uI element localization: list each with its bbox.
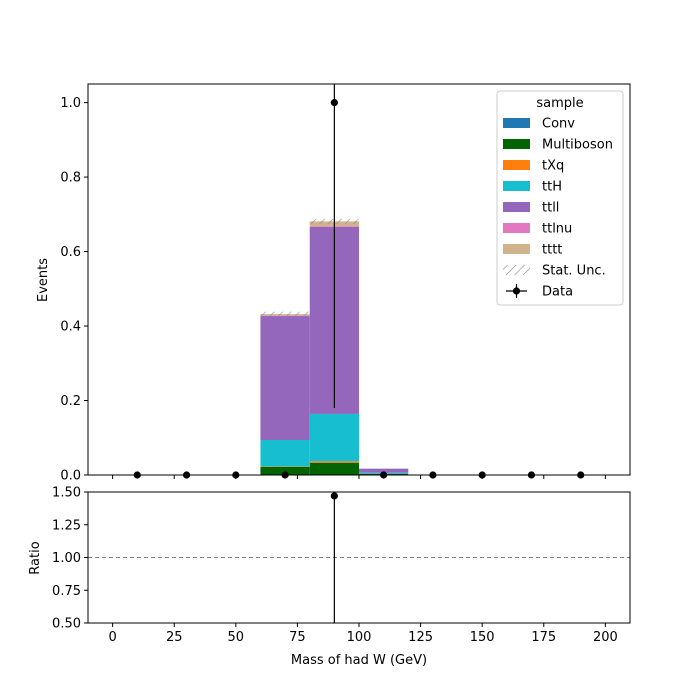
y-axis-label: Events	[36, 258, 51, 302]
ratio-y-tick-label-4: 1.50	[52, 486, 81, 501]
legend-label-ttlnu: ttlnu	[542, 222, 572, 237]
legend-swatch-tth	[503, 181, 530, 191]
legend-swatch-stat-unc	[503, 265, 530, 275]
bar-txq-bin-4	[309, 461, 359, 463]
ratio-content	[88, 492, 630, 623]
legend-swatch-ttll	[503, 202, 530, 212]
legend-label-data: Data	[542, 285, 573, 300]
x-tick-label-0: 0	[108, 630, 116, 645]
y-tick-label-0: 0.0	[60, 469, 81, 484]
bar-ttll-bin-3	[260, 315, 310, 440]
x-tick-label-4: 100	[347, 630, 372, 645]
bar-tth-bin-4	[309, 413, 359, 462]
ratio-axis-ticks: 0.50 0.75 1.00 1.25 1.50 0 25 50 75 100 125 150 175 2…	[52, 486, 618, 646]
legend-label-multiboson: Multiboson	[542, 138, 613, 153]
ratio-panel: 0.50 0.75 1.00 1.25 1.50 0 25 50 75 100 125 150 175 2…	[28, 486, 631, 668]
stat-unc-bin-3	[260, 311, 310, 317]
y-tick-label-3: 0.6	[60, 245, 81, 260]
bar-multiboson-bin-3	[260, 466, 310, 475]
legend: sample Conv Multiboson tXq ttH ttll ttlnu tttt S…	[496, 90, 624, 306]
ratio-y-tick-label-1: 0.75	[52, 584, 81, 599]
main-panel: 0.0 0.2 0.4 0.6 0.8 1.0 Events sample Conv Mult…	[36, 83, 631, 484]
x-tick-label-5: 125	[408, 630, 433, 645]
ratio-point-0	[330, 492, 338, 500]
legend-label-tttt: tttt	[542, 243, 562, 258]
legend-label-txq: tXq	[542, 159, 564, 174]
y-tick-label-4: 0.8	[60, 171, 81, 186]
ratio-y-tick-label-3: 1.25	[52, 518, 81, 533]
data-point-4	[330, 99, 338, 107]
legend-swatch-conv	[503, 118, 530, 128]
y-tick-label-2: 0.4	[60, 320, 81, 335]
x-axis-label: Mass of had W (GeV)	[291, 653, 427, 668]
main-axis-ticks: 0.0 0.2 0.4 0.6 0.8 1.0	[60, 96, 606, 484]
data-points	[133, 84, 585, 479]
legend-swatch-multiboson	[503, 139, 530, 149]
bar-ttll-bin-5	[359, 468, 409, 473]
legend-label-stat-unc: Stat. Unc.	[542, 264, 606, 279]
legend-title: sample	[536, 96, 583, 111]
legend-swatch-txq	[503, 160, 530, 170]
x-tick-label-7: 175	[531, 630, 556, 645]
ratio-y-tick-label-0: 0.50	[52, 617, 81, 632]
bar-txq-bin-3	[260, 466, 310, 467]
main-axes-frame	[87, 83, 631, 476]
ratio-y-tick-label-2: 1.00	[52, 551, 81, 566]
legend-swatch-ttlnu	[503, 223, 530, 233]
legend-swatch-tttt	[503, 244, 530, 254]
legend-label-conv: Conv	[542, 117, 575, 132]
x-tick-label-1: 25	[166, 630, 183, 645]
x-tick-label-2: 50	[228, 630, 245, 645]
ratio-axes-frame	[87, 491, 631, 624]
bar-multiboson-bin-4	[309, 462, 359, 475]
x-tick-label-3: 75	[289, 630, 306, 645]
legend-label-tth: ttH	[542, 180, 562, 195]
legend-data-marker	[512, 287, 521, 295]
y-tick-label-5: 1.0	[60, 96, 81, 111]
ratio-y-axis-label: Ratio	[28, 541, 43, 574]
x-tick-label-8: 200	[593, 630, 618, 645]
bar-tth-bin-3	[260, 439, 310, 467]
legend-label-ttll: ttll	[542, 201, 559, 216]
x-tick-label-6: 150	[470, 630, 495, 645]
y-tick-label-1: 0.2	[60, 394, 81, 409]
